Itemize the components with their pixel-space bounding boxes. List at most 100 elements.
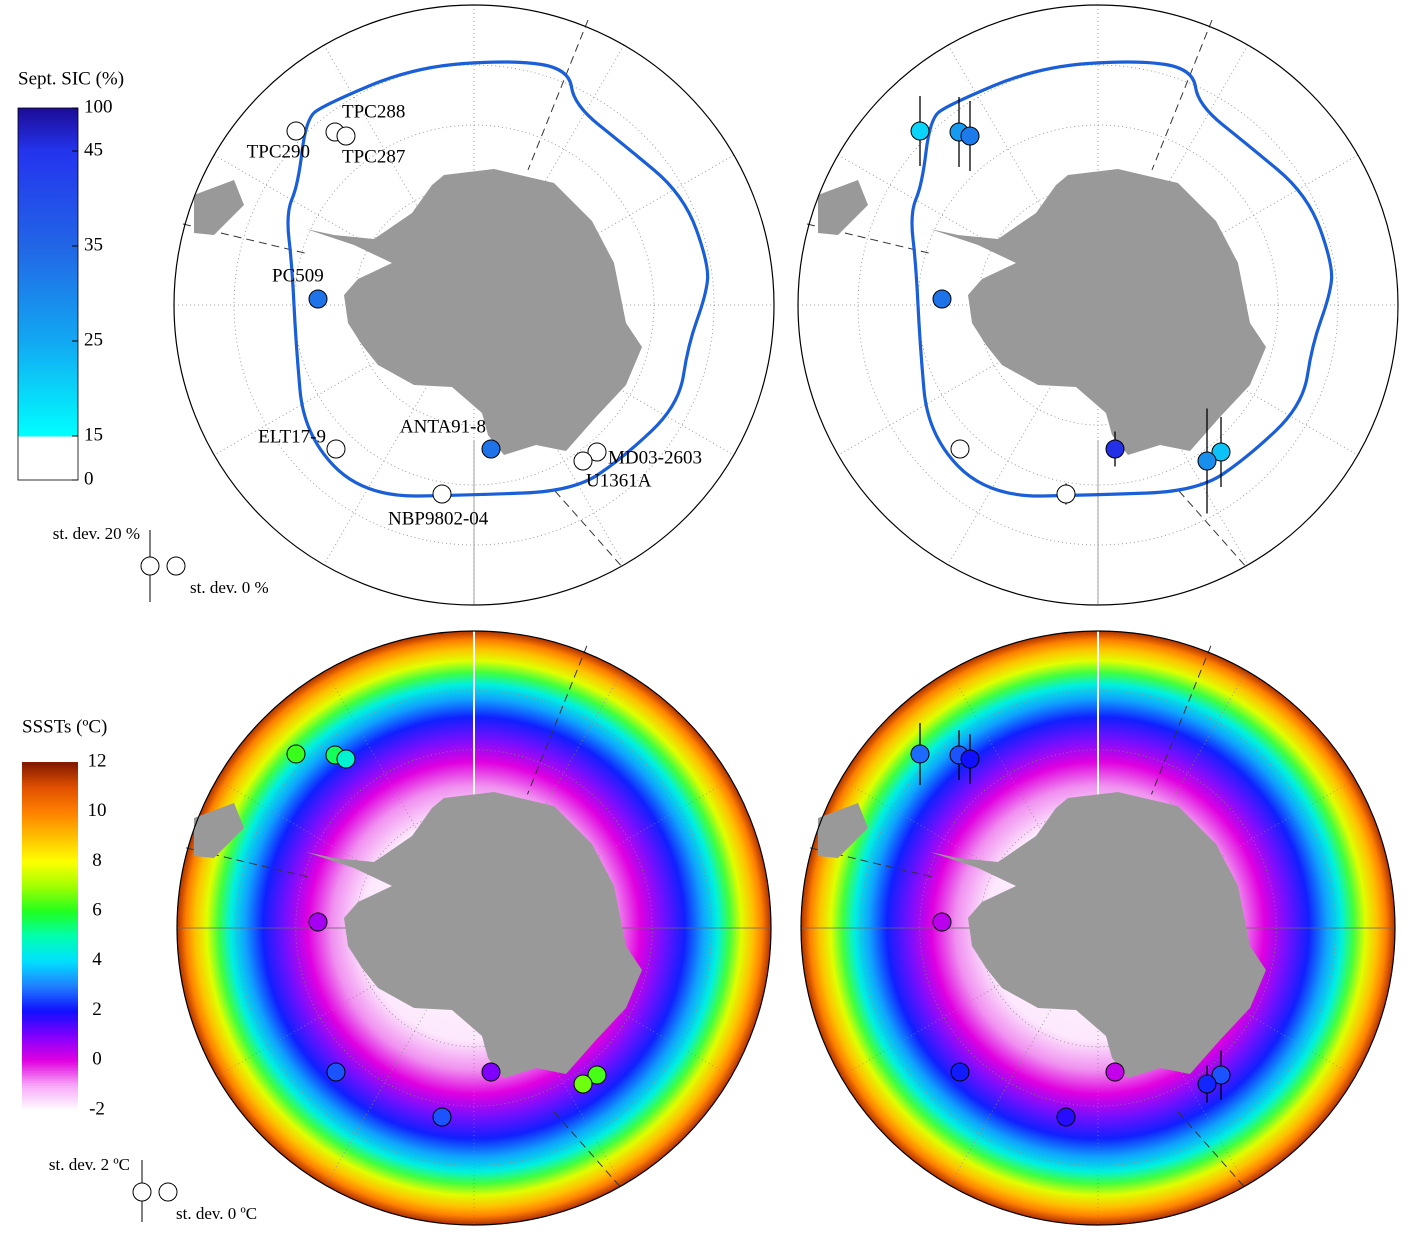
colorbar-cell [18,424,78,427]
site-label: PC509 [272,265,324,286]
colorbar-cell [18,255,78,259]
south-america [194,803,244,858]
colorbar-cell [18,465,78,468]
section-line [1178,490,1249,570]
colorbar-cell [18,158,78,161]
colorbar-cell [22,774,78,778]
colorbar-cell [18,369,78,373]
colorbar-cell [22,851,78,855]
colorbar-cell [18,193,78,197]
colorbar-cell [22,945,78,949]
colorbar-cell [18,383,78,387]
colorbar-cell [18,417,78,420]
south-america [818,180,868,235]
colorbar-cell [22,918,78,922]
colorbar-cell [22,769,78,773]
colorbar-cell [18,179,78,183]
colorbar-cell [18,147,78,150]
colorbar-cell [18,374,78,378]
colorbar-cell [22,829,78,833]
colorbar-cell [18,428,78,432]
colorbar-cell [22,836,78,840]
site-marker [432,1107,452,1127]
colorbar-cell [18,119,78,122]
colorbar-cell [18,436,78,438]
colorbar-cell [22,993,78,997]
colorbar-cell [22,901,78,905]
colorbar-cell [18,241,78,245]
colorbar-cell [18,108,78,110]
colorbar-cell [22,1055,78,1059]
section-line [527,19,589,171]
colorbar-cell [18,305,78,309]
colorbar-cell [22,871,78,875]
colorbar-cell [18,336,78,340]
map-frame [176,630,772,1226]
colorbar-cell [18,443,78,446]
colorbar-cell [18,322,78,325]
colorbar-cell [22,762,78,765]
colorbar-cell [18,121,78,124]
colorbar-cell [18,319,78,323]
colorbar-tick-label: -2 [89,1098,105,1119]
colorbar-cell [18,300,78,304]
colorbar-cell [22,1077,78,1081]
legend-label: st. dev. 20 % [53,524,140,543]
colorbar-cell [18,362,78,366]
site-marker [286,121,306,141]
colorbar-cell [22,873,78,877]
colorbar-cell [18,189,78,192]
colorbar-cell [18,272,78,275]
colorbar-cell [18,250,78,254]
colorbar-cell [22,1100,78,1104]
site-marker [960,126,980,146]
colorbar-cell [22,784,78,788]
colorbar-cell [22,856,78,860]
colorbar-cell [22,1015,78,1019]
colorbar-cell [22,903,78,907]
colorbar-cell [18,407,78,411]
colorbar-cell [18,148,78,151]
colorbar-cell [18,463,78,466]
colorbar-cell [18,400,78,404]
site-marker [950,439,970,459]
colorbar-cell [18,276,78,280]
colorbar-cell [22,988,78,992]
colorbar-cell [18,449,78,451]
site-marker [1211,1065,1231,1085]
colorbar-cell [22,1085,78,1089]
colorbar-cell [18,196,78,199]
site-marker [481,1062,501,1082]
colorbar-cell [18,140,78,142]
colorbar-cell [18,144,78,147]
colorbar-cell [22,948,78,952]
colorbar-cell [22,911,78,915]
colorbar-cell [18,234,78,237]
colorbar-cell [22,1037,78,1041]
colorbar-cell [18,111,78,113]
colorbar-cell [18,113,78,115]
map-frame [800,630,1396,1226]
legend-label: st. dev. 0 % [190,578,269,597]
colorbar-cell [18,390,78,394]
section-line [185,847,311,878]
colorbar-cell [22,1018,78,1022]
colorbar-cell [18,120,78,123]
site-label: TPC290 [247,141,310,162]
site-label: NBP9802-04 [388,508,489,529]
colorbar-cell [18,253,78,256]
colorbar-cell [22,1092,78,1096]
colorbar-cell [18,248,78,252]
colorbar-cell [18,291,78,294]
legend-marker [166,556,186,576]
colorbar-cell [18,393,78,397]
colorbar-cell [18,414,78,418]
colorbar-cell [22,1062,78,1066]
site-marker [1211,442,1231,462]
colorbar-cell [22,814,78,818]
colorbar-cell [22,1023,78,1026]
colorbar-cell [18,367,78,370]
section-line [1151,19,1213,171]
colorbar-cell [22,1057,78,1061]
colorbar-cell [22,794,78,798]
